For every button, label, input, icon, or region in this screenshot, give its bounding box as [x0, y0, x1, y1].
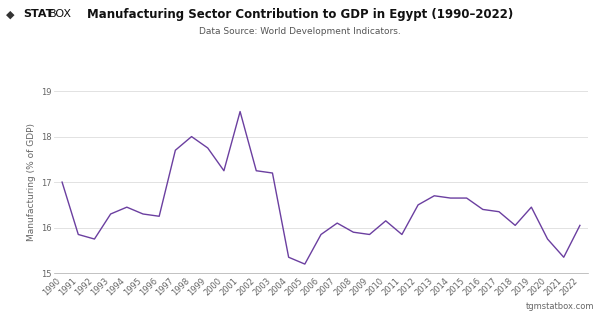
Text: tgmstatbox.com: tgmstatbox.com: [526, 302, 594, 311]
Text: BOX: BOX: [49, 9, 72, 19]
Text: ◆: ◆: [6, 9, 19, 19]
Text: STAT: STAT: [23, 9, 53, 19]
Text: Manufacturing Sector Contribution to GDP in Egypt (1990–2022): Manufacturing Sector Contribution to GDP…: [87, 8, 513, 21]
Text: Data Source: World Development Indicators.: Data Source: World Development Indicator…: [199, 27, 401, 36]
Y-axis label: Manufacturing (% of GDP): Manufacturing (% of GDP): [28, 123, 37, 241]
